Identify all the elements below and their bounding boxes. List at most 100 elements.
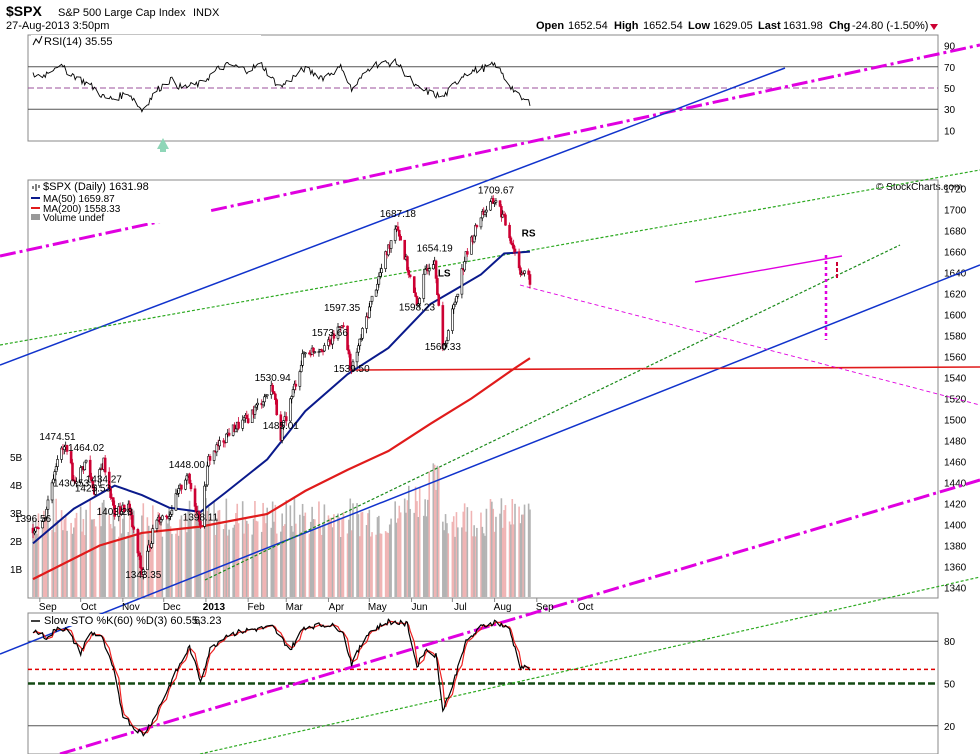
- volume-bar: [206, 510, 209, 597]
- volume-bar: [461, 527, 463, 597]
- x-axis-label: Dec: [163, 602, 181, 613]
- volume-bar: [177, 535, 180, 597]
- candle-body: [91, 480, 95, 489]
- candle-body: [197, 511, 201, 522]
- price-annotation: 1687.18: [380, 209, 417, 220]
- volume-bar: [63, 519, 66, 597]
- volume-bar: [455, 512, 458, 597]
- price-candles: [31, 195, 532, 580]
- price-y-tick: 1560: [944, 352, 967, 363]
- candle-body: [94, 485, 97, 495]
- volume-bar: [473, 525, 475, 597]
- volume-bar: [480, 512, 482, 597]
- volume-bar: [34, 519, 37, 597]
- candle-body: [159, 519, 163, 523]
- volume-bar: [237, 523, 240, 597]
- candle-body: [177, 488, 180, 494]
- volume-bar: [519, 523, 522, 597]
- candle-body: [376, 283, 379, 291]
- volume-bar: [199, 511, 202, 597]
- volume-bar: [491, 501, 493, 597]
- price-y-tick: 1440: [944, 478, 967, 489]
- candle-body: [255, 404, 258, 408]
- x-axis-label: Feb: [248, 602, 266, 613]
- volume-bar: [405, 512, 407, 597]
- volume-legend-text: Volume undef: [43, 213, 104, 224]
- candle-body: [107, 471, 111, 489]
- volume-bar: [521, 514, 523, 597]
- volume-bar: [179, 519, 181, 597]
- candle-body: [241, 419, 244, 429]
- volume-bar: [44, 517, 47, 597]
- candle-body: [37, 527, 40, 530]
- green-upper-channel: [0, 169, 980, 346]
- volume-bar: [416, 501, 418, 597]
- rsi-legend: RSI(14) 35.55: [31, 35, 261, 48]
- volume-bar: [45, 510, 48, 597]
- price-y-tick: 1680: [944, 226, 967, 237]
- candle-body: [131, 515, 134, 528]
- candle-body: [399, 235, 402, 241]
- volume-bar: [337, 513, 339, 597]
- volume-bar: [131, 508, 134, 597]
- volume-bar: [387, 532, 390, 597]
- volume-bar: [418, 488, 421, 597]
- rsi-series: [32, 58, 531, 113]
- volume-bar: [384, 531, 387, 597]
- candle-body: [407, 269, 411, 276]
- price-y-tick: 1520: [944, 394, 967, 405]
- candle-body: [291, 389, 295, 397]
- candle-body: [271, 385, 274, 392]
- candle-body: [377, 276, 381, 285]
- candle-body: [282, 420, 285, 428]
- magenta-upper-trendline: [0, 43, 980, 258]
- candle-body: [446, 330, 450, 341]
- price-annotation: 1709.67: [478, 185, 515, 196]
- x-axis-label: Jun: [411, 602, 427, 613]
- volume-bar: [352, 503, 354, 597]
- x-axis-label: Oct: [81, 602, 97, 613]
- price-annotation: 1343.35: [125, 570, 162, 581]
- candle-body: [466, 251, 469, 255]
- candle-body: [218, 440, 221, 447]
- candle-body: [472, 235, 476, 243]
- volume-bar: [339, 536, 342, 597]
- volume-bar: [433, 464, 436, 597]
- volume-bar: [427, 499, 429, 597]
- candle-body: [71, 462, 74, 481]
- volume-bar: [437, 467, 440, 597]
- candle-body: [245, 414, 249, 419]
- volume-bar: [47, 514, 49, 597]
- volume-bar: [55, 498, 57, 597]
- volume-bar: [217, 510, 219, 597]
- volume-bar: [103, 499, 105, 597]
- volume-bar: [390, 518, 392, 597]
- volume-bar: [360, 512, 362, 597]
- volume-bar: [470, 510, 473, 597]
- candle-body: [528, 274, 532, 285]
- volume-bar: [260, 531, 263, 597]
- candle-body: [34, 527, 38, 532]
- candle-body: [203, 485, 206, 527]
- high-label: High: [614, 20, 639, 32]
- volume-bar: [226, 535, 229, 597]
- candle-body: [79, 467, 82, 483]
- volume-bar: [476, 527, 478, 597]
- moving-averages: [32, 250, 531, 581]
- stochastic-legend-k: Slow STO %K(60) %D(3) 60.55,: [44, 615, 201, 627]
- volume-bar: [408, 485, 410, 597]
- volume-bar: [251, 534, 254, 597]
- candle-body: [445, 340, 449, 345]
- volume-bar: [492, 508, 495, 597]
- candle-body: [494, 200, 498, 203]
- price-legend-title: $SPX (Daily) 1631.98: [43, 181, 149, 193]
- volume-bar: [349, 498, 352, 597]
- candle-body: [412, 276, 416, 293]
- price-y-tick: 1660: [944, 247, 967, 258]
- price-annotation: 1539.50: [334, 364, 371, 375]
- candle-body: [475, 225, 479, 228]
- volume-bar: [187, 510, 190, 597]
- x-axis-label: Mar: [286, 602, 304, 613]
- candle-body: [489, 201, 492, 211]
- volume-bar: [379, 533, 382, 597]
